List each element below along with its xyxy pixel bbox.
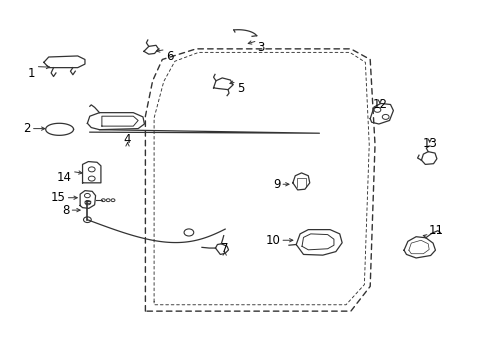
Text: 14: 14 bbox=[57, 171, 72, 184]
Text: 3: 3 bbox=[257, 41, 264, 54]
Text: 5: 5 bbox=[236, 82, 244, 95]
Text: 11: 11 bbox=[427, 224, 442, 237]
Text: 15: 15 bbox=[51, 191, 65, 204]
Text: 10: 10 bbox=[265, 234, 280, 247]
Text: 1: 1 bbox=[28, 67, 36, 80]
Text: 8: 8 bbox=[62, 204, 69, 217]
Text: 9: 9 bbox=[272, 178, 280, 191]
Text: 7: 7 bbox=[221, 242, 228, 255]
Text: 13: 13 bbox=[421, 138, 436, 150]
Text: 2: 2 bbox=[23, 122, 31, 135]
Text: 12: 12 bbox=[371, 99, 386, 112]
Text: 4: 4 bbox=[123, 133, 131, 146]
Text: 6: 6 bbox=[165, 50, 173, 63]
